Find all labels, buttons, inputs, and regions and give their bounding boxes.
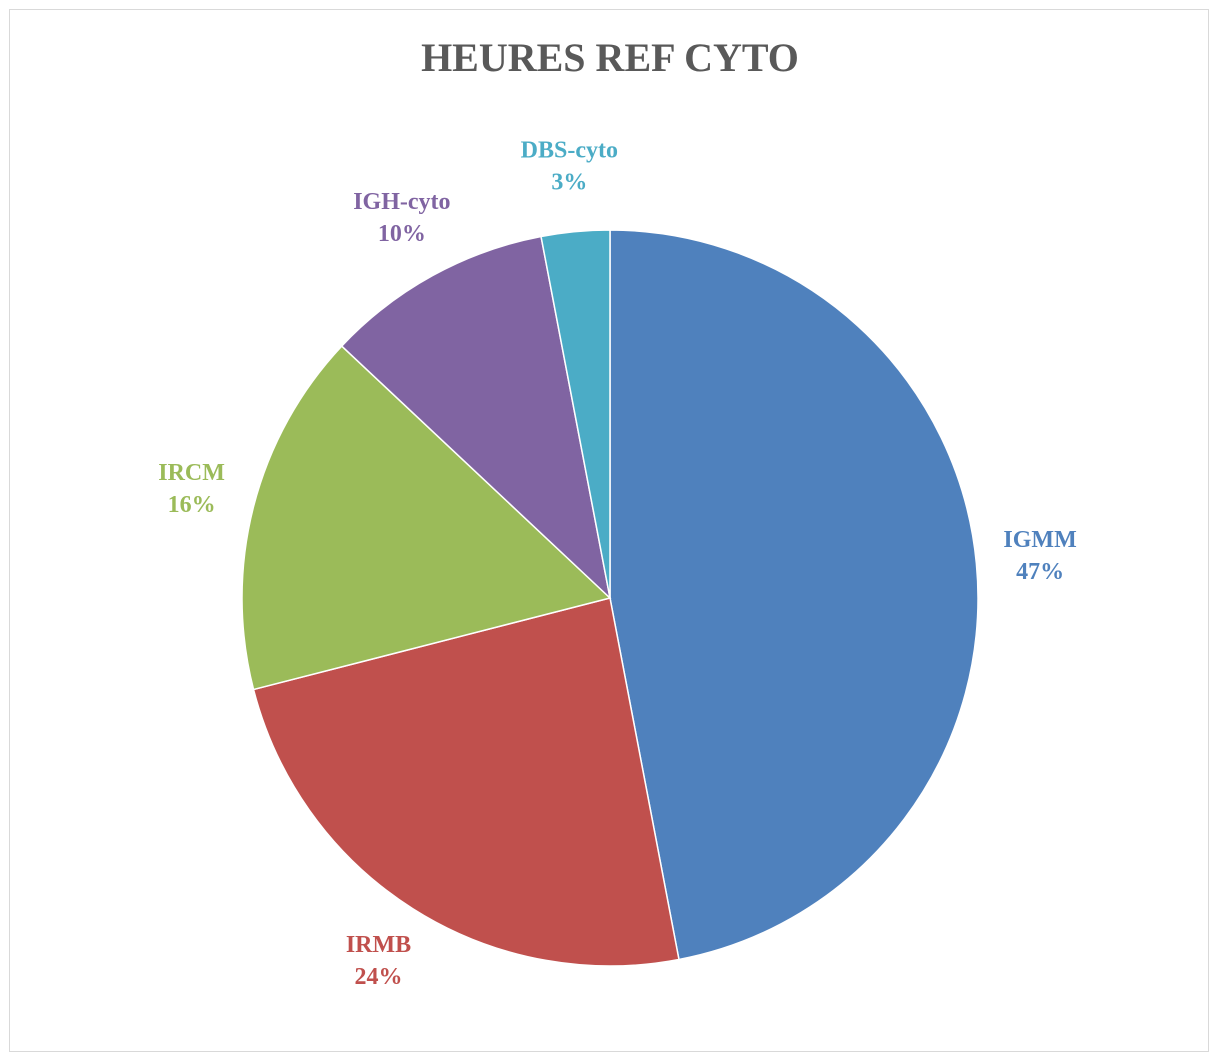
slice-value-label: 16%	[168, 492, 216, 518]
pie-slice	[340, 235, 612, 601]
slice-label: IGMM	[1003, 527, 1076, 553]
pie-slice	[609, 229, 979, 961]
pie-slice	[540, 229, 611, 599]
slice-value-label: 47%	[1016, 559, 1064, 585]
slice-label: IGH-cyto	[353, 189, 450, 215]
slice-label: IRCM	[158, 460, 225, 486]
slice-value-label: 10%	[378, 221, 426, 247]
slice-label: IRMB	[346, 932, 411, 958]
slice-label: DBS-cyto	[521, 137, 618, 163]
slice-value-label: 24%	[355, 964, 403, 990]
pie-slice	[252, 597, 680, 967]
slice-value-label: 3%	[551, 169, 587, 195]
pie-slice	[241, 345, 612, 691]
chart-title: HEURES REF CYTO	[421, 35, 799, 80]
